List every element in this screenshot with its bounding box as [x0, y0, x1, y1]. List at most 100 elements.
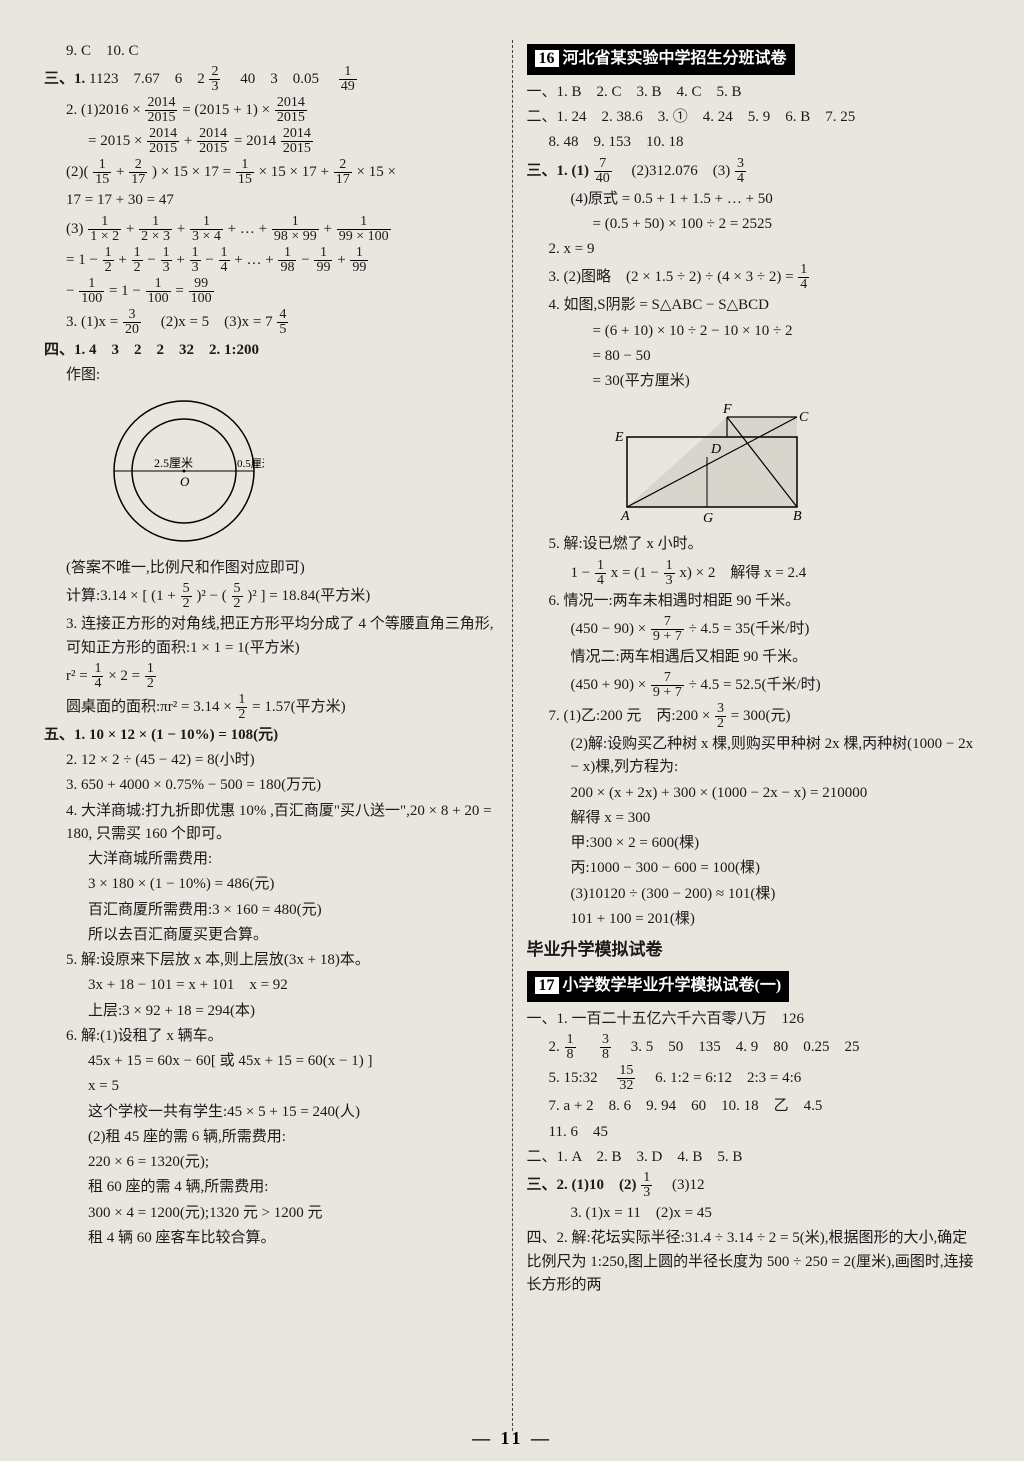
text-line: 8. 48 9. 153 10. 18: [527, 131, 981, 154]
text-line: 这个学校一共有学生:45 × 5 + 15 = 240(人): [44, 1101, 498, 1124]
text-line: 7. a + 2 8. 6 9. 94 60 10. 18 乙 4.5: [527, 1095, 981, 1118]
text-line: 5. 解:设原来下层放 x 本,则上层放(3x + 18)本。: [44, 949, 498, 972]
text-line: (3) 11 × 2 + 12 × 3 + 13 × 4 + … + 198 ×…: [44, 215, 498, 244]
fraction: 320: [123, 308, 141, 337]
txt: +: [126, 220, 138, 236]
text-line: = (6 + 10) × 10 ÷ 2 − 10 × 10 ÷ 2: [527, 320, 981, 343]
text-line: = 2015 × 20142015 + 20142015 = 2014 2014…: [44, 127, 498, 156]
text-line: = 1 − 12 + 12 − 13 + 13 − 14 + … + 198 −…: [44, 246, 498, 275]
text-line: 7. (1)乙:200 元 丙:200 × 32 = 300(元): [527, 702, 981, 731]
txt: 1 −: [571, 564, 594, 580]
text-line: (450 − 90) × 79 + 7 ÷ 4.5 = 35(千米/时): [527, 615, 981, 644]
text-line: 二、1. 24 2. 38.6 3. ① 4. 24 5. 9 6. B 7. …: [527, 106, 981, 129]
txt: x = (1 −: [611, 564, 663, 580]
svg-text:F: F: [722, 402, 732, 417]
fraction: 20142015: [275, 96, 307, 125]
text-line: 2. x = 9: [527, 238, 981, 261]
txt: +: [323, 220, 335, 236]
svg-text:E: E: [614, 430, 624, 445]
txt: )² ] = 18.84(平方米): [247, 588, 370, 604]
fraction: 52: [181, 582, 192, 611]
fraction: 198: [278, 246, 296, 275]
text-line: 上层:3 × 92 + 18 = 294(本): [44, 1000, 498, 1023]
txt: 1123 7.67 6 2: [89, 71, 205, 87]
text-line: (答案不唯一,比例尺和作图对应即可): [44, 557, 498, 580]
txt: (2)(: [66, 164, 89, 180]
txt: 四、1. 4 3 2 2 32 2. 1:200: [44, 342, 259, 358]
txt: 五、1. 10 × 12 × (1 − 10%) = 108(元): [44, 727, 278, 743]
fraction: 1100: [146, 277, 171, 306]
text-line: 3. (2)图略 (2 × 1.5 ÷ 2) ÷ (4 × 3 ÷ 2) = 1…: [527, 263, 981, 292]
fraction: 199: [314, 246, 332, 275]
fraction: 18: [565, 1033, 576, 1062]
fraction: 14: [595, 559, 606, 588]
text-line: 三、1. (1) 740 (2)312.076 (3) 34: [527, 157, 981, 186]
left-column: 9. C 10. C 三、1. 1123 7.67 6 2 23 40 3 0.…: [30, 40, 513, 1431]
txt: 7. (1)乙:200 元 丙:200 ×: [549, 708, 715, 724]
fraction: 1532: [617, 1064, 635, 1093]
txt: )² − (: [196, 588, 226, 604]
txt: +: [116, 164, 128, 180]
text-line: 4. 大洋商城:打九折即优惠 10% ,百汇商厦"买八送一",20 × 8 + …: [44, 800, 498, 847]
text-line: 5. 15:32 1532 6. 1:2 = 6:12 2:3 = 4:6: [527, 1064, 981, 1093]
svg-text:G: G: [703, 511, 713, 526]
geometry-figure: A B C D E F G: [607, 397, 817, 527]
fraction: 12: [132, 246, 143, 275]
section-banner: 17小学数学毕业升学模拟试卷(一): [527, 971, 790, 1002]
section-banner: 16河北省某实验中学招生分班试卷: [527, 44, 795, 75]
text-line: 2. 12 × 2 ÷ (45 − 42) = 8(小时): [44, 749, 498, 772]
txt: 三、2. (1)10 (2): [527, 1177, 637, 1193]
txt: −: [205, 251, 217, 267]
fraction: 45: [277, 308, 288, 337]
txt: −: [66, 282, 78, 298]
text-line: 情况二:两车相遇后又相距 90 千米。: [527, 646, 981, 669]
txt: +: [337, 251, 349, 267]
fraction: 199 × 100: [337, 215, 391, 244]
fraction: 38: [600, 1033, 611, 1062]
fraction: 20142015: [281, 127, 313, 156]
text-line: 101 + 100 = 201(棵): [527, 908, 981, 931]
section-marker: 三、1.: [44, 71, 85, 87]
text-line: 百汇商厦所需费用:3 × 160 = 480(元): [44, 899, 498, 922]
text-line: 大洋商城所需费用:: [44, 848, 498, 871]
text-line: 3x + 18 − 101 = x + 101 x = 92: [44, 974, 498, 997]
text-line: 11. 6 45: [527, 1121, 981, 1144]
page-number: — 11 —: [0, 1428, 1024, 1449]
fraction: 217: [334, 158, 352, 187]
text-line: 4. 如图,S阴影 = S△ABC − S△BCD: [527, 294, 981, 317]
text-line: 解得 x = 300: [527, 807, 981, 830]
text-line: 四、2. 解:花坛实际半径:31.4 ÷ 3.14 ÷ 2 = 5(米),根据图…: [527, 1227, 981, 1297]
txt: +: [184, 133, 196, 149]
text-line: 220 × 6 = 1320(元);: [44, 1151, 498, 1174]
label-left: 2.5厘米: [154, 456, 193, 470]
text-line: 租 60 座的需 4 辆,所需费用:: [44, 1176, 498, 1199]
text-line: 一、1. 一百二十五亿六千六百零八万 126: [527, 1008, 981, 1031]
fraction: 11 × 2: [88, 215, 121, 244]
txt: 5. 15:32: [549, 1070, 613, 1086]
page-columns: 9. C 10. C 三、1. 1123 7.67 6 2 23 40 3 0.…: [30, 40, 994, 1431]
text-line: 3. 650 + 4000 × 0.75% − 500 = 180(万元): [44, 774, 498, 797]
svg-text:A: A: [620, 509, 630, 524]
txt: 2. (1)2016 ×: [66, 102, 144, 118]
txt: × 15 × 17 +: [259, 164, 333, 180]
txt: 三、1. (1): [527, 162, 590, 178]
txt: (2)312.076 (3): [617, 162, 731, 178]
txt: × 15 ×: [356, 164, 395, 180]
fraction: 20142015: [147, 127, 179, 156]
fraction: 12: [145, 662, 156, 691]
fraction: 13: [190, 246, 201, 275]
fraction: 79 + 7: [651, 615, 684, 644]
fraction: 20142015: [145, 96, 177, 125]
text-line: 3. 连接正方形的对角线,把正方形平均分成了 4 个等腰直角三角形,可知正方形的…: [44, 613, 498, 660]
text-line: (4)原式 = 0.5 + 1 + 1.5 + … + 50: [527, 188, 981, 211]
text-line: (3)10120 ÷ (300 − 200) ≈ 101(棵): [527, 883, 981, 906]
txt: = 2014: [234, 133, 276, 149]
fraction: 13: [641, 1171, 652, 1200]
txt: +: [118, 251, 130, 267]
txt: (3)12: [657, 1177, 705, 1193]
txt: × 2 =: [108, 668, 144, 684]
txt: r² =: [66, 668, 91, 684]
txt: = 1.57(平方米): [252, 699, 345, 715]
txt: (450 − 90) ×: [571, 621, 650, 637]
text-line: 300 × 4 = 1200(元);1320 元 > 1200 元: [44, 1202, 498, 1225]
